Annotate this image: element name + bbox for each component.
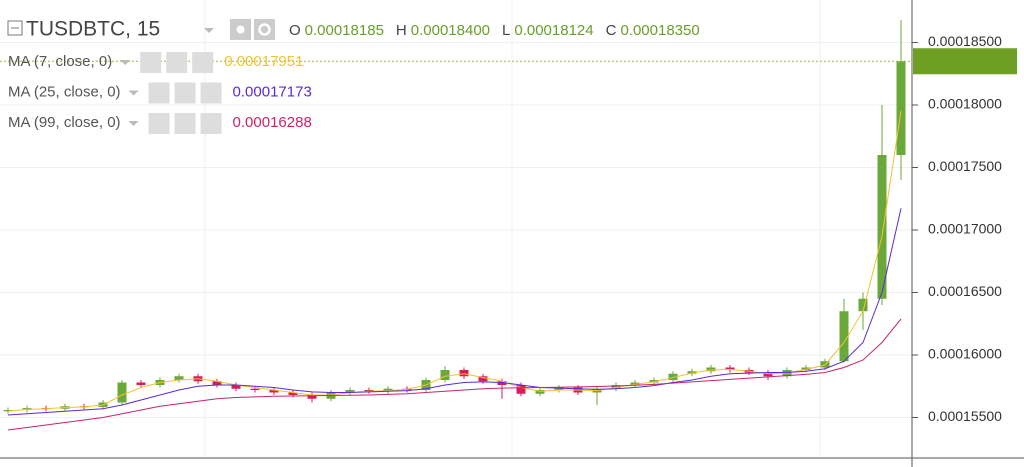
candle-body <box>725 367 735 370</box>
remove-button[interactable] <box>200 113 222 134</box>
candle-body <box>383 388 393 392</box>
moving-average-line <box>7 208 902 416</box>
candle-body <box>345 390 355 393</box>
y-tick-label: 0.00016000 <box>928 346 1002 362</box>
ohlc-label: H <box>396 22 407 39</box>
dropdown-caret[interactable] <box>120 60 131 65</box>
eye-button[interactable] <box>148 82 170 104</box>
ohlc-label: C <box>606 22 617 39</box>
ohlc-label: O <box>289 22 301 39</box>
candle-body <box>497 381 507 385</box>
ohlc-value: 0.00018124 <box>514 22 593 39</box>
indicator-value: 0.00016288 <box>233 114 312 131</box>
dropdown-caret[interactable] <box>128 90 139 96</box>
candle-body <box>839 311 849 362</box>
settings-button[interactable] <box>174 82 196 104</box>
candle-body <box>212 381 222 385</box>
candle-body <box>516 385 526 394</box>
price-axis: 0.00015500 0.00016000 0.00016500 0.00017000… <box>912 33 1002 424</box>
ohlc-value: 0.00018185 <box>305 22 384 39</box>
candle-body <box>117 382 127 403</box>
legend: TUSDBTC, 15 O 0.00018185 H 0.00018400 L 0.000… <box>7 18 700 134</box>
candle-body <box>668 373 678 380</box>
dropdown-caret[interactable] <box>128 121 139 126</box>
candle-body <box>478 376 488 382</box>
collapse-icon[interactable] <box>7 20 23 36</box>
candle-body <box>288 392 298 395</box>
candle-body <box>440 370 450 380</box>
candle-body <box>3 410 13 412</box>
candle-body <box>231 385 241 389</box>
candle-body <box>858 298 868 312</box>
candle-body <box>877 155 887 299</box>
candle-body <box>649 380 659 383</box>
indicator-value: 0.00017951 <box>224 53 303 70</box>
y-tick-label: 0.00018500 <box>928 33 1002 49</box>
settings-button[interactable] <box>254 19 275 40</box>
indicator-name: MA (99, close, 0) <box>8 114 121 131</box>
candle-body <box>554 387 564 390</box>
moving-average-line <box>7 318 902 431</box>
candle-body <box>611 385 621 389</box>
y-tick-label: 0.00017000 <box>928 221 1002 237</box>
candle-body <box>269 390 279 393</box>
ohlc-label: L <box>502 22 510 39</box>
last-price-box <box>913 48 1017 75</box>
candle-body <box>687 371 697 374</box>
candle-body <box>535 390 545 394</box>
settings-button[interactable] <box>174 113 196 134</box>
candle-body <box>801 367 811 370</box>
candle-body <box>136 382 146 385</box>
candle-body <box>459 370 469 377</box>
indicator-name: MA (25, close, 0) <box>8 83 121 100</box>
candle-body <box>630 382 640 385</box>
time-grid <box>204 0 821 455</box>
gear-icon <box>258 23 271 36</box>
y-tick-label: 0.00017500 <box>928 158 1002 174</box>
candle-body <box>896 61 906 155</box>
indicator-name: MA (7, close, 0) <box>8 53 112 70</box>
eye-button[interactable] <box>140 52 162 73</box>
plot <box>0 20 912 431</box>
candle-body <box>250 388 260 390</box>
dropdown-caret[interactable] <box>204 28 214 33</box>
candle-body <box>763 372 773 377</box>
eye-icon <box>236 25 245 34</box>
eye-button[interactable] <box>148 113 170 134</box>
candle-body <box>174 376 184 380</box>
candle-body <box>307 395 317 399</box>
y-tick-label: 0.00018000 <box>928 96 1002 112</box>
candle-body <box>364 390 374 392</box>
symbol-title: TUSDBTC, 15 <box>26 18 160 41</box>
remove-button[interactable] <box>192 52 214 73</box>
grid <box>0 42 912 418</box>
moving-average-line <box>7 111 902 412</box>
remove-button[interactable] <box>200 82 222 104</box>
y-tick-label: 0.00015500 <box>928 408 1002 424</box>
y-tick-label: 0.00016500 <box>928 283 1002 299</box>
ohlc-value: 0.00018400 <box>411 22 490 39</box>
settings-button[interactable] <box>166 52 188 73</box>
ohlc-value: 0.00018350 <box>620 22 699 39</box>
indicator-value: 0.00017173 <box>233 83 312 100</box>
candle-body <box>706 367 716 372</box>
